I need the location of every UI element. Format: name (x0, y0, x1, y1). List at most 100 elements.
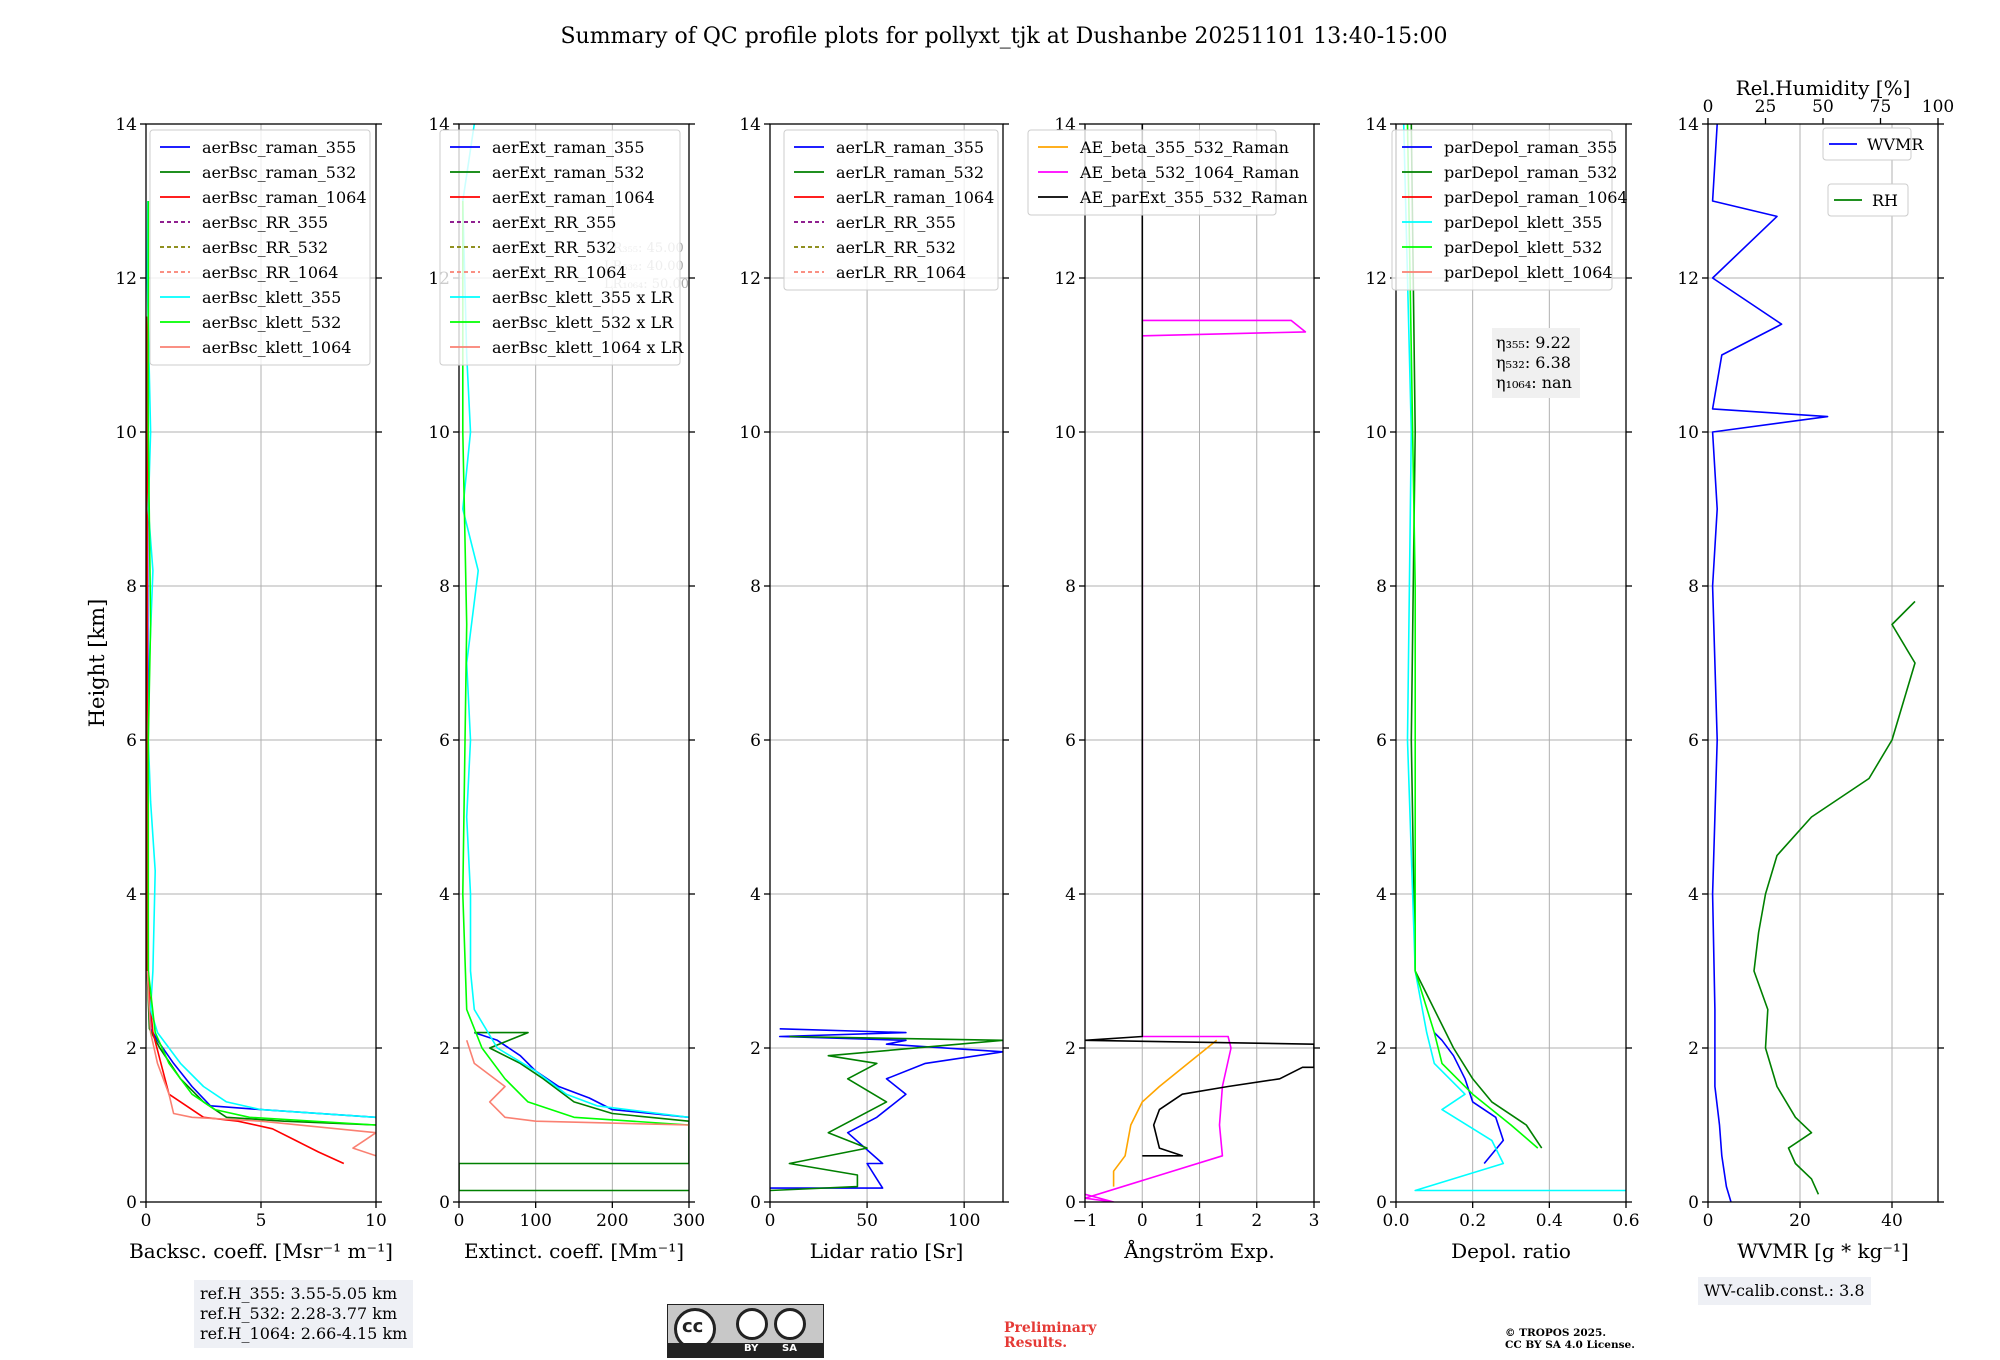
legend-label: AE_beta_355_532_Raman (1079, 138, 1289, 157)
y-tick-label: 6 (1688, 731, 1699, 751)
series-line-WVMR (1711, 124, 1829, 1202)
series-group (1402, 124, 1626, 1192)
y-tick-label: 12 (739, 269, 761, 289)
ref-h-532: ref.H_532: 2.28-3.77 km (200, 1304, 398, 1323)
legend-label: aerBsc_RR_532 (202, 238, 328, 257)
y-tick-label: 2 (126, 1039, 137, 1059)
legend-box (439, 129, 681, 366)
series-group (1711, 124, 1916, 1202)
x-tick-label: 200 (596, 1211, 628, 1231)
legend-label: aerBsc_RR_355 (202, 213, 328, 232)
annotation-text: η₁₀₆₄: nan (1496, 373, 1572, 392)
legend-label: AE_parExt_355_532_Raman (1079, 188, 1308, 207)
legend-box (1027, 129, 1277, 216)
y-tick-label: 2 (750, 1039, 761, 1059)
y-tick-label: 10 (115, 423, 137, 443)
legend-label: parDepol_klett_532 (1444, 238, 1602, 257)
legend: aerExt_raman_355 aerExt_raman_532 aerExt_r… (439, 129, 684, 366)
legend-label: parDepol_raman_1064 (1444, 188, 1628, 207)
x-tick-label: 5 (256, 1211, 267, 1231)
x-tick-label: 2 (1251, 1211, 1262, 1231)
x-tick-label: 0.4 (1536, 1211, 1563, 1231)
legend-label: aerExt_raman_1064 (492, 188, 655, 207)
y-tick-label: 10 (1677, 423, 1699, 443)
series-line-AE_beta_355_532_Raman (1112, 1039, 1218, 1187)
y-tick-label: 10 (1054, 423, 1076, 443)
top-x-tick-label: 0 (1703, 97, 1714, 117)
legend-label: parDepol_klett_1064 (1444, 263, 1613, 282)
chart-panel-lidar_ratio: 0 2 4 6 8 10 12 14 0 50 100 Lidar ratio [Sr] aerLR_r… (739, 115, 1009, 1263)
sa-share-icon (774, 1308, 806, 1340)
wv-calib-box: WV-calib.const.: 3.8 (1698, 1277, 1871, 1305)
legend-label: AE_beta_532_1064_Raman (1079, 163, 1299, 182)
y-tick-label: 0 (1376, 1193, 1387, 1213)
plot-frame (1395, 123, 1627, 1203)
x-tick-label: 0 (454, 1211, 465, 1231)
legend-label: aerBsc_klett_1064 x LR (492, 338, 684, 357)
y-tick-label: 12 (1677, 269, 1699, 289)
gridlines (1707, 123, 1938, 1203)
legend-label: aerLR_raman_355 (836, 138, 984, 157)
legend-label: aerBsc_klett_355 x LR (492, 288, 674, 307)
legend-label: aerExt_RR_1064 (492, 263, 627, 282)
legend-label: parDepol_raman_532 (1444, 163, 1617, 182)
legend-label: aerExt_RR_355 (492, 213, 616, 232)
series-line-aerBsc_klett_1064 x LR (465, 1040, 689, 1126)
by-person-icon (736, 1308, 768, 1340)
annotation-text: η₅₃₂: 6.38 (1496, 353, 1571, 372)
x-axis-label: Lidar ratio [Sr] (810, 1239, 964, 1263)
series-group (1085, 124, 1314, 1202)
x-tick-label: 0 (765, 1211, 776, 1231)
y-tick-label: 0 (1065, 1193, 1076, 1213)
x-tick-label: 10 (365, 1211, 387, 1231)
legend-label: aerExt_raman_355 (492, 138, 645, 157)
y-tick-label: 8 (750, 577, 761, 597)
y-tick-label: 6 (1065, 731, 1076, 751)
cc-by-label: BY (744, 1343, 759, 1354)
x-tick-label: 0.6 (1612, 1211, 1639, 1231)
ref-h-1064: ref.H_1064: 2.66-4.15 km (200, 1324, 408, 1343)
wv-calib-text: WV-calib.const.: 3.8 (1704, 1281, 1865, 1300)
y-tick-label: 12 (115, 269, 137, 289)
legend-label: aerBsc_RR_1064 (202, 263, 338, 282)
legend-label: parDepol_klett_355 (1444, 213, 1602, 232)
legend-label: aerLR_RR_355 (836, 213, 956, 232)
series-line-aerBsc_klett_355 x LR (462, 124, 689, 1119)
series-line-parDepol_klett_355 (1402, 124, 1626, 1192)
plot-frame (769, 123, 1004, 1203)
top-x-axis-label: Rel.Humidity [%] (1736, 76, 1911, 100)
cc-label: cc (682, 1316, 704, 1337)
x-tick-label: 0 (141, 1211, 152, 1231)
legend-label: aerLR_raman_532 (836, 163, 984, 182)
x-tick-label: 100 (948, 1211, 980, 1231)
y-tick-label: 4 (750, 885, 761, 905)
legend-label: aerBsc_raman_355 (202, 138, 356, 157)
legend-label: aerLR_RR_1064 (836, 263, 966, 282)
y-tick-label: 6 (750, 731, 761, 751)
legend-item: RH (1827, 183, 1909, 217)
y-tick-label: 6 (126, 731, 137, 751)
y-tick-label: 14 (1677, 115, 1699, 135)
x-axis-label: Depol. ratio (1451, 1239, 1571, 1263)
y-tick-label: 4 (439, 885, 450, 905)
legend-box (149, 129, 371, 366)
series-line-aerBsc_klett_1064 (146, 970, 376, 1157)
y-tick-label: 10 (739, 423, 761, 443)
top-x-tick-label: 50 (1812, 97, 1834, 117)
series-line-aerLR_raman_355 (770, 1028, 1003, 1189)
legend-label: aerLR_raman_1064 (836, 188, 994, 207)
legend-label: parDepol_raman_355 (1444, 138, 1617, 157)
series-line-aerBsc_raman_355 (146, 316, 376, 1119)
x-tick-label: 100 (519, 1211, 551, 1231)
figure-title: Summary of QC profile plots for pollyxt_… (560, 24, 1447, 49)
series-line-RH (1753, 600, 1916, 1195)
series-line-parDepol_klett_532 (1406, 124, 1539, 1149)
top-x-tick-label: 25 (1755, 97, 1777, 117)
cc-sa-label: SA (782, 1343, 797, 1354)
top-x-tick-label: 75 (1870, 97, 1892, 117)
y-tick-label: 8 (126, 577, 137, 597)
x-axis-label: Extinct. coeff. [Mm⁻¹] (464, 1239, 684, 1263)
series-line-aerBsc_klett_532 x LR (462, 201, 689, 1126)
top-x-tick-label: 100 (1922, 97, 1954, 117)
